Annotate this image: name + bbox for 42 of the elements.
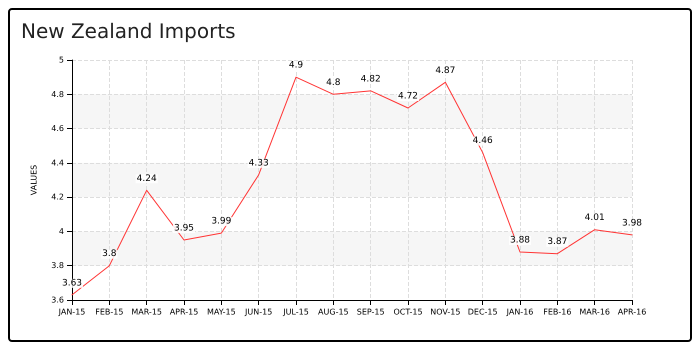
data-label: 4.24 <box>136 174 157 184</box>
x-tick-label: JAN-16 <box>506 308 534 316</box>
data-label: 3.87 <box>547 237 568 248</box>
x-tick-label: JAN-15 <box>58 308 86 316</box>
x-tick-label: MAY-15 <box>206 308 236 316</box>
data-label: 4.46 <box>472 136 493 146</box>
y-tick-label: 3.8 <box>51 261 64 270</box>
x-tick-label: DEC-15 <box>468 308 498 316</box>
y-tick-label: 3.6 <box>51 296 64 304</box>
x-tick-label: NOV-15 <box>430 308 460 316</box>
data-label: 3.88 <box>510 236 530 246</box>
data-label: 4.33 <box>248 158 269 168</box>
y-tick-label: 4 <box>58 226 64 236</box>
y-tick-label: 4.2 <box>51 192 64 202</box>
data-label: 4.01 <box>584 213 605 224</box>
x-tick-label: JUN-15 <box>244 308 272 316</box>
data-label: 3.99 <box>211 216 232 227</box>
chart-title: New Zealand Imports <box>21 19 236 43</box>
data-label: 3.98 <box>622 218 642 228</box>
data-label: 3.95 <box>174 224 194 234</box>
data-label: 4.87 <box>435 66 456 76</box>
x-tick-label: APR-15 <box>170 308 198 316</box>
x-tick-label: MAR-15 <box>131 308 162 316</box>
y-tick-label: 5 <box>58 56 64 64</box>
data-label: 3.63 <box>62 278 82 288</box>
data-label: 4.82 <box>360 74 381 84</box>
x-tick-label: OCT-15 <box>393 308 423 316</box>
data-label: 3.8 <box>102 249 117 260</box>
x-tick-label: FEB-16 <box>543 308 572 316</box>
x-tick-label: JUL-15 <box>282 308 309 316</box>
y-tick-label: 4.6 <box>51 124 64 134</box>
data-label: 4.72 <box>398 92 418 102</box>
x-tick-label: AUG-15 <box>318 308 349 316</box>
x-tick-label: MAR-16 <box>579 308 610 316</box>
y-tick-label: 4.8 <box>51 90 64 99</box>
x-tick-label: APR-16 <box>618 308 646 316</box>
x-tick-label: FEB-15 <box>95 308 124 316</box>
data-label: 4.9 <box>288 60 304 71</box>
x-tick-label: SEP-15 <box>356 308 385 316</box>
y-axis-title: VALUES <box>30 164 38 196</box>
data-label: 4.8 <box>326 78 341 88</box>
y-tick-label: 4.4 <box>51 158 64 168</box>
